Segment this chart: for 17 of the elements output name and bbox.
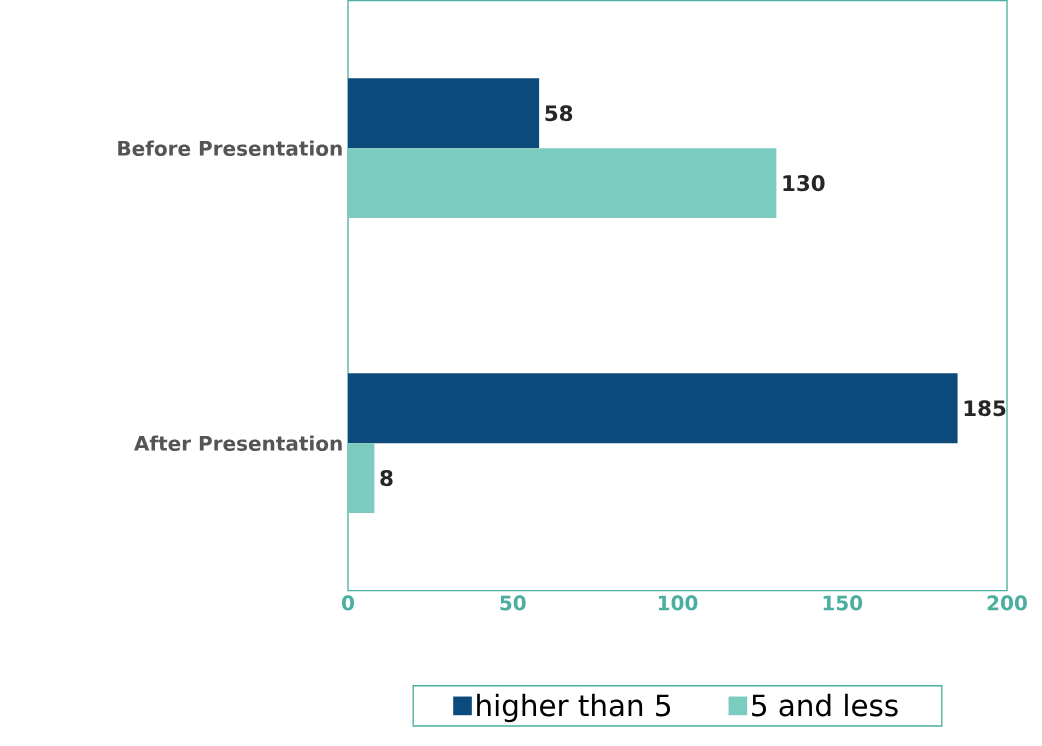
data-label: 58 [545, 105, 573, 122]
x-tick-label: 50 [500, 595, 526, 611]
bar [348, 148, 777, 219]
data-label: 8 [380, 470, 393, 487]
x-tick-label: 200 [987, 595, 1027, 611]
bar [348, 373, 958, 444]
x-tick-label: 100 [658, 595, 698, 611]
y-tick-label: After Presentation [134, 435, 342, 452]
y-tick-label: Before Presentation [118, 140, 342, 157]
bar [348, 78, 540, 149]
legend-label: higher than 5 [477, 693, 670, 723]
data-label: 185 [964, 400, 1006, 417]
bar [348, 443, 375, 514]
x-tick-label: 0 [342, 595, 354, 611]
legend-label: 5 and less [752, 693, 898, 717]
x-tick-label: 150 [823, 595, 863, 611]
data-label: 130 [783, 175, 825, 192]
